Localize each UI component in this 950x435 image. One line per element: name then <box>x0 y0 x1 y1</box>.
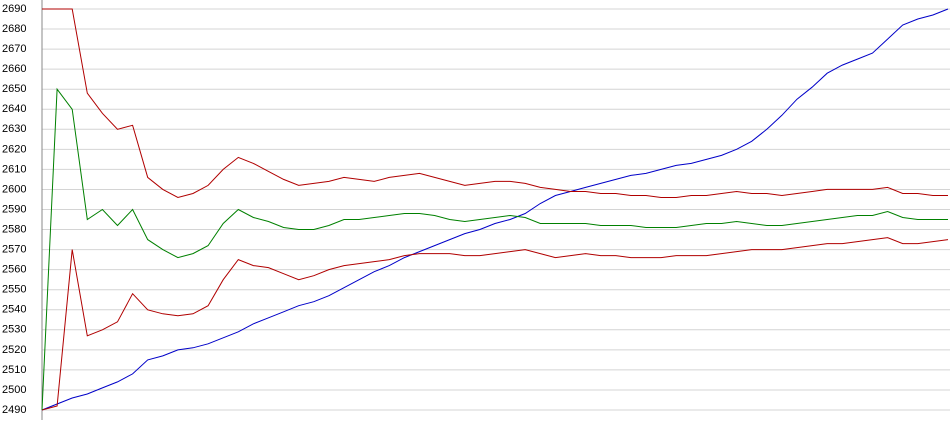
y-tick-label: 2690 <box>2 3 26 15</box>
series-line <box>41 237 949 411</box>
y-tick-label: 2630 <box>2 123 26 135</box>
y-tick-label: 2680 <box>2 23 26 35</box>
y-tick-label: 2560 <box>2 264 26 276</box>
y-tick-label: 2660 <box>2 63 26 75</box>
y-tick-label: 2590 <box>2 203 26 215</box>
y-tick-label: 2510 <box>2 364 26 376</box>
y-tick-label: 2580 <box>2 223 26 235</box>
y-tick-label: 2650 <box>2 83 26 95</box>
series-line <box>42 8 948 199</box>
y-tick-label: 2570 <box>2 244 26 256</box>
y-tick-label: 2490 <box>2 404 26 416</box>
y-tick-label: 2550 <box>2 284 26 296</box>
y-tick-label: 2670 <box>2 43 26 55</box>
y-tick-label: 2540 <box>2 304 26 316</box>
y-tick-label: 2620 <box>2 143 26 155</box>
series-line <box>41 8 949 411</box>
y-tick-label: 2610 <box>2 163 26 175</box>
y-tick-label: 2520 <box>2 344 26 356</box>
y-tick-label: 2530 <box>2 324 26 336</box>
series-line <box>41 87 948 411</box>
y-tick-label: 2640 <box>2 103 26 115</box>
y-tick-label: 2600 <box>2 183 26 195</box>
y-tick-label: 2500 <box>2 384 26 396</box>
